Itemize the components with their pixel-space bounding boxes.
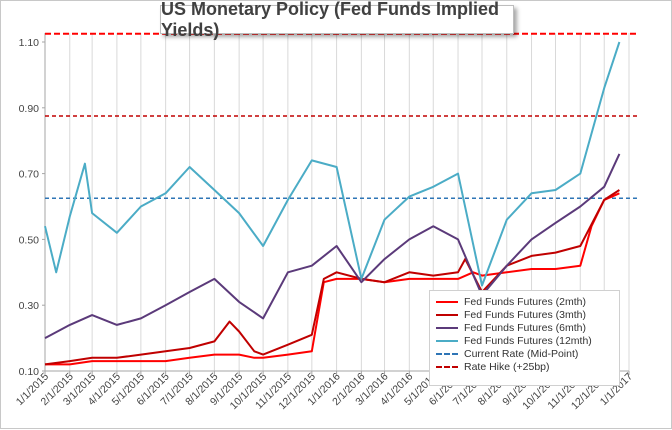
y-tick-label: 0.10 [19, 366, 40, 378]
y-tick-labels: 0.10 0.30 0.50 0.70 0.90 1.10 [19, 37, 40, 378]
legend-item-6mth: Fed Funds Futures (6mth) [436, 321, 615, 334]
legend-item-2mth: Fed Funds Futures (2mth) [436, 295, 615, 308]
legend-item-12mth: Fed Funds Futures (12mth) [436, 334, 615, 347]
y-tick-label: 1.10 [19, 37, 40, 49]
y-tick-label: 0.30 [19, 300, 40, 312]
reference-lines [45, 32, 637, 200]
legend-swatch-current-rate [436, 352, 458, 355]
legend-swatch-3mth [436, 313, 458, 316]
series-line [44, 41, 621, 287]
legend-swatch-2mth [436, 300, 458, 303]
legend-item-rate-hike: Rate Hike (+25bp) [436, 360, 615, 373]
legend-label-6mth: Fed Funds Futures (6mth) [464, 321, 586, 334]
series-line [44, 153, 621, 339]
legend-label-12mth: Fed Funds Futures (12mth) [464, 334, 592, 347]
legend: Fed Funds Futures (2mth) Fed Funds Futur… [429, 290, 620, 386]
y-tick-label: 0.70 [19, 169, 40, 181]
legend-item-current-rate: Current Rate (Mid-Point) [436, 347, 615, 360]
legend-label-3mth: Fed Funds Futures (3mth) [464, 308, 586, 321]
legend-item-3mth: Fed Funds Futures (3mth) [436, 308, 615, 321]
series-line [44, 189, 620, 366]
y-tick-label: 0.90 [19, 103, 40, 115]
legend-swatch-12mth [436, 339, 458, 342]
legend-swatch-rate-hike [436, 365, 458, 368]
legend-swatch-6mth [436, 326, 458, 329]
series-lines [44, 41, 621, 366]
legend-label-current-rate: Current Rate (Mid-Point) [464, 347, 579, 360]
legend-label-rate-hike: Rate Hike (+25bp) [464, 360, 550, 373]
legend-label-2mth: Fed Funds Futures (2mth) [464, 295, 586, 308]
y-tick-label: 0.50 [19, 234, 40, 246]
chart-title: US Monetary Policy (Fed Funds Implied Yi… [160, 0, 514, 40]
series-line [45, 192, 620, 366]
